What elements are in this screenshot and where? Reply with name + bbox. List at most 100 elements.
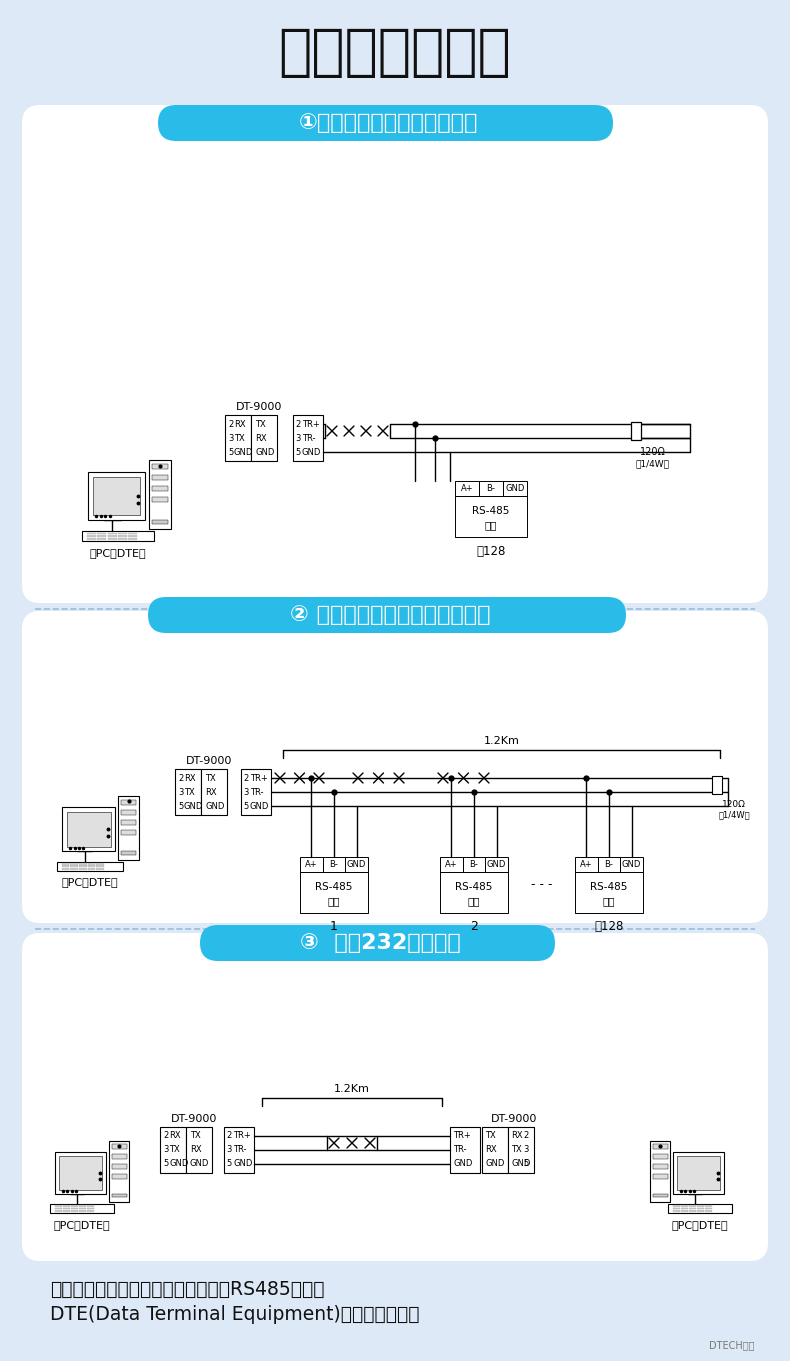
Bar	[631, 422, 641, 440]
Bar	[79, 868, 87, 870]
Text: B-: B-	[329, 860, 338, 870]
Bar	[87, 1207, 94, 1209]
Bar	[97, 532, 107, 535]
Text: 设备: 设备	[468, 897, 480, 906]
FancyBboxPatch shape	[158, 105, 613, 142]
Bar	[121, 830, 136, 836]
Text: ①主从半双工通讯（点对点）: ①主从半双工通讯（点对点）	[299, 113, 478, 133]
Text: DT-9000: DT-9000	[235, 401, 282, 412]
Text: TX: TX	[234, 434, 245, 442]
Text: 5: 5	[178, 802, 183, 811]
Bar	[705, 1206, 712, 1207]
Bar	[121, 819, 136, 825]
Text: 5: 5	[243, 802, 248, 811]
Bar	[681, 1207, 688, 1209]
Bar	[653, 1145, 668, 1149]
Bar	[118, 796, 139, 860]
Bar	[112, 1194, 126, 1198]
Bar	[118, 532, 127, 535]
Bar	[87, 1210, 94, 1211]
Bar	[110, 1141, 129, 1202]
Text: GND: GND	[347, 860, 367, 870]
Bar	[673, 1151, 724, 1194]
Text: ③  延长232通讯距离: ③ 延长232通讯距离	[299, 934, 461, 953]
Bar	[479, 480, 503, 495]
Text: 2: 2	[178, 773, 183, 783]
Text: RX: RX	[205, 788, 216, 796]
Bar	[79, 1210, 86, 1211]
Text: RX: RX	[511, 1131, 523, 1141]
Bar	[241, 769, 271, 815]
Text: 1: 1	[330, 920, 338, 932]
Bar	[650, 1141, 670, 1202]
Text: DT-9000: DT-9000	[186, 755, 232, 766]
Text: 至128: 至128	[476, 544, 506, 558]
Text: DTECH帝特: DTECH帝特	[709, 1341, 755, 1350]
Text: 1.2Km: 1.2Km	[483, 736, 520, 746]
Bar	[79, 1207, 86, 1209]
Bar	[112, 1154, 126, 1158]
Bar	[575, 872, 643, 913]
Bar	[575, 857, 598, 872]
Text: RX: RX	[169, 1131, 181, 1141]
Bar	[107, 532, 117, 535]
Text: GND: GND	[184, 802, 203, 811]
Bar	[225, 415, 251, 461]
Text: 2: 2	[470, 920, 478, 932]
Text: A+: A+	[305, 860, 318, 870]
Bar	[712, 776, 722, 793]
Bar	[673, 1206, 680, 1207]
Bar	[152, 475, 168, 480]
Bar	[50, 1204, 114, 1213]
Bar	[70, 866, 78, 867]
Text: GND: GND	[250, 802, 269, 811]
Bar	[79, 866, 87, 867]
Bar	[63, 1207, 70, 1209]
Text: TR+: TR+	[233, 1131, 250, 1141]
Text: 120Ω: 120Ω	[640, 446, 666, 457]
Text: RX: RX	[184, 773, 196, 783]
Bar	[112, 1145, 126, 1149]
Bar	[55, 1207, 62, 1209]
Bar	[63, 1206, 70, 1207]
Text: GND: GND	[487, 860, 506, 870]
Text: （PC或DTE）: （PC或DTE）	[62, 876, 118, 887]
Bar	[681, 1210, 688, 1211]
Text: GND: GND	[506, 485, 525, 493]
Text: 3: 3	[178, 788, 183, 796]
Text: 5: 5	[228, 448, 233, 456]
Text: TR+: TR+	[302, 419, 320, 429]
Bar	[66, 811, 111, 847]
Text: 2: 2	[524, 1131, 529, 1141]
Text: 注：供电不足的情况下需要更换有源RS485转换器: 注：供电不足的情况下需要更换有源RS485转换器	[50, 1279, 325, 1298]
Bar	[705, 1207, 712, 1209]
Bar	[668, 1204, 732, 1213]
Bar	[508, 1127, 534, 1173]
Text: 通信连接示意图: 通信连接示意图	[279, 26, 511, 80]
Bar	[57, 862, 123, 871]
Text: 5: 5	[295, 448, 300, 456]
Bar	[251, 415, 277, 461]
Bar	[697, 1210, 704, 1211]
Bar	[128, 532, 137, 535]
Bar	[322, 857, 345, 872]
Bar	[152, 486, 168, 491]
Text: RX: RX	[190, 1146, 201, 1154]
Bar	[152, 464, 168, 470]
Text: 3: 3	[243, 788, 248, 796]
Bar	[201, 769, 227, 815]
Bar	[689, 1207, 696, 1209]
FancyBboxPatch shape	[22, 105, 768, 603]
Bar	[71, 1207, 78, 1209]
Text: - - -: - - -	[531, 878, 552, 891]
Bar	[118, 535, 127, 538]
Text: （PC或DTE）: （PC或DTE）	[672, 1219, 728, 1230]
Bar	[97, 538, 107, 539]
Bar	[689, 1210, 696, 1211]
Text: 3: 3	[295, 434, 300, 442]
Text: 5: 5	[524, 1160, 529, 1169]
Text: DT-9000: DT-9000	[171, 1115, 217, 1124]
Text: 5: 5	[163, 1160, 168, 1169]
Bar	[128, 538, 137, 539]
Bar	[121, 810, 136, 815]
